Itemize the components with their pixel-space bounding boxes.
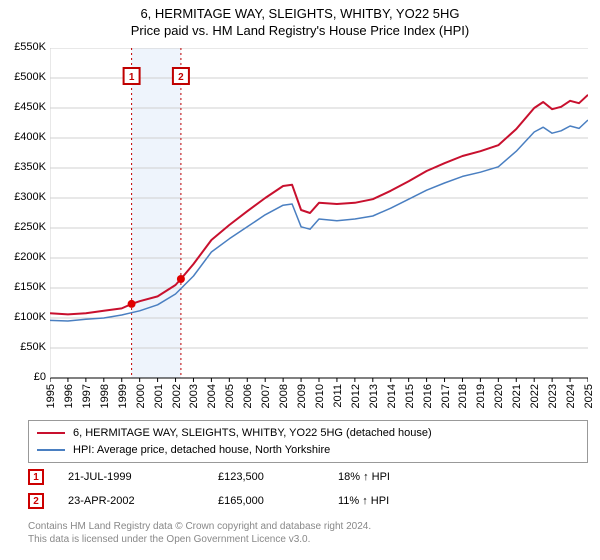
footer-attribution: Contains HM Land Registry data © Crown c…: [28, 520, 588, 546]
y-tick-label: £450K: [2, 101, 46, 113]
y-tick-label: £250K: [2, 221, 46, 233]
sale-price: £123,500: [218, 471, 328, 483]
legend-label: 6, HERMITAGE WAY, SLEIGHTS, WHITBY, YO22…: [73, 425, 432, 442]
y-tick-label: £550K: [2, 41, 46, 53]
chart-container: 6, HERMITAGE WAY, SLEIGHTS, WHITBY, YO22…: [0, 0, 600, 560]
y-tick-label: £300K: [2, 191, 46, 203]
legend-swatch: [37, 432, 65, 434]
legend-row: 6, HERMITAGE WAY, SLEIGHTS, WHITBY, YO22…: [37, 425, 579, 442]
footer-line: This data is licensed under the Open Gov…: [28, 533, 588, 546]
sales-table: 1 21-JUL-1999 £123,500 18% ↑ HPI 2 23-AP…: [28, 465, 588, 513]
table-row: 1 21-JUL-1999 £123,500 18% ↑ HPI: [28, 465, 588, 489]
y-tick-label: £100K: [2, 311, 46, 323]
sale-date: 23-APR-2002: [68, 495, 208, 507]
legend-row: HPI: Average price, detached house, Nort…: [37, 442, 579, 459]
chart-svg: 12: [50, 48, 588, 398]
sale-hpi-delta: 11% ↑ HPI: [338, 495, 458, 507]
y-tick-label: £500K: [2, 71, 46, 83]
legend-swatch: [37, 449, 65, 451]
chart-plot-area: 12: [50, 48, 588, 398]
y-tick-label: £0: [2, 371, 46, 383]
sale-marker-icon: 1: [28, 469, 44, 485]
sale-marker-cell: 2: [28, 493, 58, 509]
table-row: 2 23-APR-2002 £165,000 11% ↑ HPI: [28, 489, 588, 513]
sale-price: £165,000: [218, 495, 328, 507]
y-tick-label: £50K: [2, 341, 46, 353]
y-tick-label: £150K: [2, 281, 46, 293]
sale-marker-cell: 1: [28, 469, 58, 485]
sale-marker-icon: 2: [28, 493, 44, 509]
legend-box: 6, HERMITAGE WAY, SLEIGHTS, WHITBY, YO22…: [28, 420, 588, 463]
y-tick-label: £350K: [2, 161, 46, 173]
svg-text:1: 1: [129, 72, 135, 83]
title-block: 6, HERMITAGE WAY, SLEIGHTS, WHITBY, YO22…: [0, 0, 600, 40]
sale-date: 21-JUL-1999: [68, 471, 208, 483]
chart-subtitle: Price paid vs. HM Land Registry's House …: [0, 23, 600, 38]
footer-line: Contains HM Land Registry data © Crown c…: [28, 520, 588, 533]
chart-title: 6, HERMITAGE WAY, SLEIGHTS, WHITBY, YO22…: [0, 6, 600, 21]
y-tick-label: £400K: [2, 131, 46, 143]
y-tick-label: £200K: [2, 251, 46, 263]
sale-hpi-delta: 18% ↑ HPI: [338, 471, 458, 483]
legend-label: HPI: Average price, detached house, Nort…: [73, 442, 330, 459]
svg-text:2: 2: [178, 72, 184, 83]
